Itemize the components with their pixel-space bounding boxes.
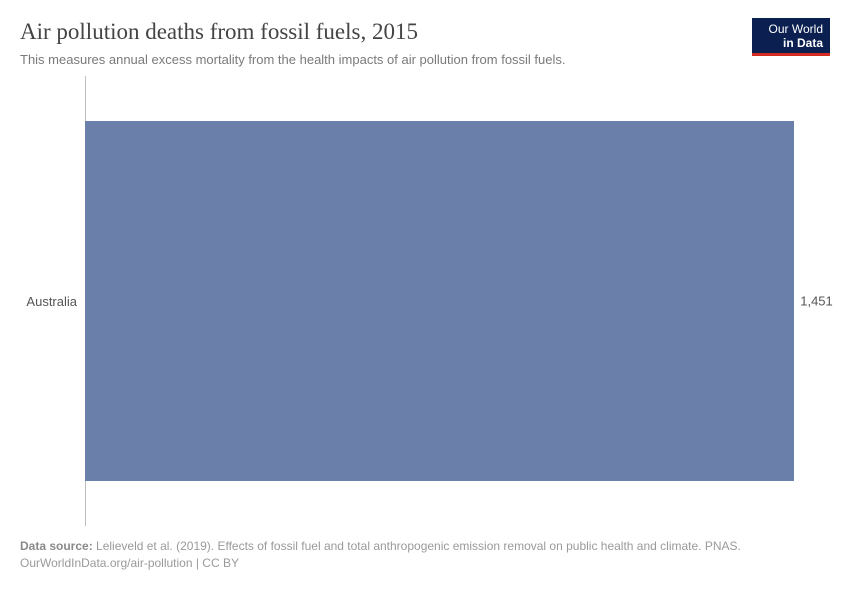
bar-category-label: Australia xyxy=(20,294,85,309)
bar-value-label: 1,451 xyxy=(800,294,833,309)
logo-line1: Our World xyxy=(758,23,823,37)
bar-row: Australia 1,451 xyxy=(20,121,830,481)
chart-footer: Data source: Lelieveld et al. (2019). Ef… xyxy=(20,538,830,572)
owid-logo: Our World in Data xyxy=(752,18,830,56)
bar-track: 1,451 xyxy=(85,121,830,481)
logo-line2: in Data xyxy=(758,37,823,51)
chart-area: Australia 1,451 xyxy=(20,76,830,526)
chart-header: Air pollution deaths from fossil fuels, … xyxy=(20,18,830,68)
bar-australia xyxy=(85,121,794,481)
chart-title: Air pollution deaths from fossil fuels, … xyxy=(20,18,830,47)
source-text: Lelieveld et al. (2019). Effects of foss… xyxy=(96,539,741,553)
source-label: Data source: xyxy=(20,539,93,553)
footer-link-line: OurWorldInData.org/air-pollution | CC BY xyxy=(20,555,830,572)
chart-subtitle: This measures annual excess mortality fr… xyxy=(20,51,830,69)
footer-source-line: Data source: Lelieveld et al. (2019). Ef… xyxy=(20,538,830,555)
